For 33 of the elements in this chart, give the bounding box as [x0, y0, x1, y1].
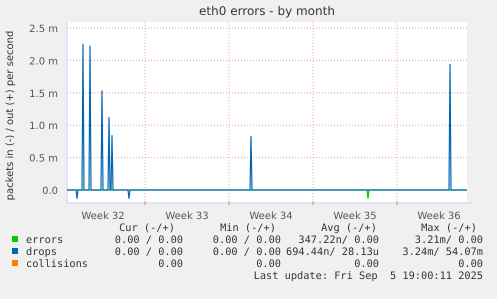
y-tick-label: 2.0 m [29, 56, 58, 68]
text: 0.00 [354, 258, 379, 270]
text: 694.44n/ 28.13u [286, 246, 379, 258]
text: 0.00 [458, 258, 483, 270]
text: 0.00 / 0.00 [212, 246, 281, 258]
y-tick-label: 1.0 m [29, 121, 58, 132]
text: Min (-/+) [220, 222, 276, 234]
legend-label: collisions [26, 258, 88, 270]
text: 3.21m/ 0.00 [414, 234, 483, 246]
text: Cur (-/+) [119, 222, 175, 234]
text: 0.00 [158, 258, 183, 270]
legend-label: drops [26, 246, 57, 258]
text: Avg (-/+) [321, 222, 377, 234]
text: 0.00 [256, 258, 281, 270]
y-axis-title: packets in (-) / out (+) per second [5, 30, 16, 200]
y-tick-label: 0.0 [42, 186, 58, 198]
x-tick-label: Week 32 [81, 211, 125, 222]
x-tick-label: Week 36 [417, 211, 461, 222]
x-tick-label: Week 35 [333, 211, 377, 222]
text: Max (-/+) [421, 222, 477, 234]
chart-title: eth0 errors - by month [199, 4, 335, 18]
text: 347.22n/ 0.00 [298, 234, 379, 246]
text: 0.00 / 0.00 [114, 246, 183, 258]
text: Last update: Fri Sep 5 19:00:11 2025 [254, 270, 483, 282]
y-tick-label: 2.5 m [29, 24, 58, 35]
text: 0.00 / 0.00 [212, 234, 281, 246]
text: 3.24m/ 54.07m [402, 246, 483, 258]
y-tick-label: 0.5 m [29, 154, 58, 165]
text: 0.00 / 0.00 [114, 234, 183, 246]
legend-label: errors [26, 234, 64, 246]
x-tick-label: Week 33 [165, 211, 209, 222]
y-tick-label: 1.5 m [29, 88, 58, 100]
x-tick-label: Week 34 [249, 211, 293, 222]
